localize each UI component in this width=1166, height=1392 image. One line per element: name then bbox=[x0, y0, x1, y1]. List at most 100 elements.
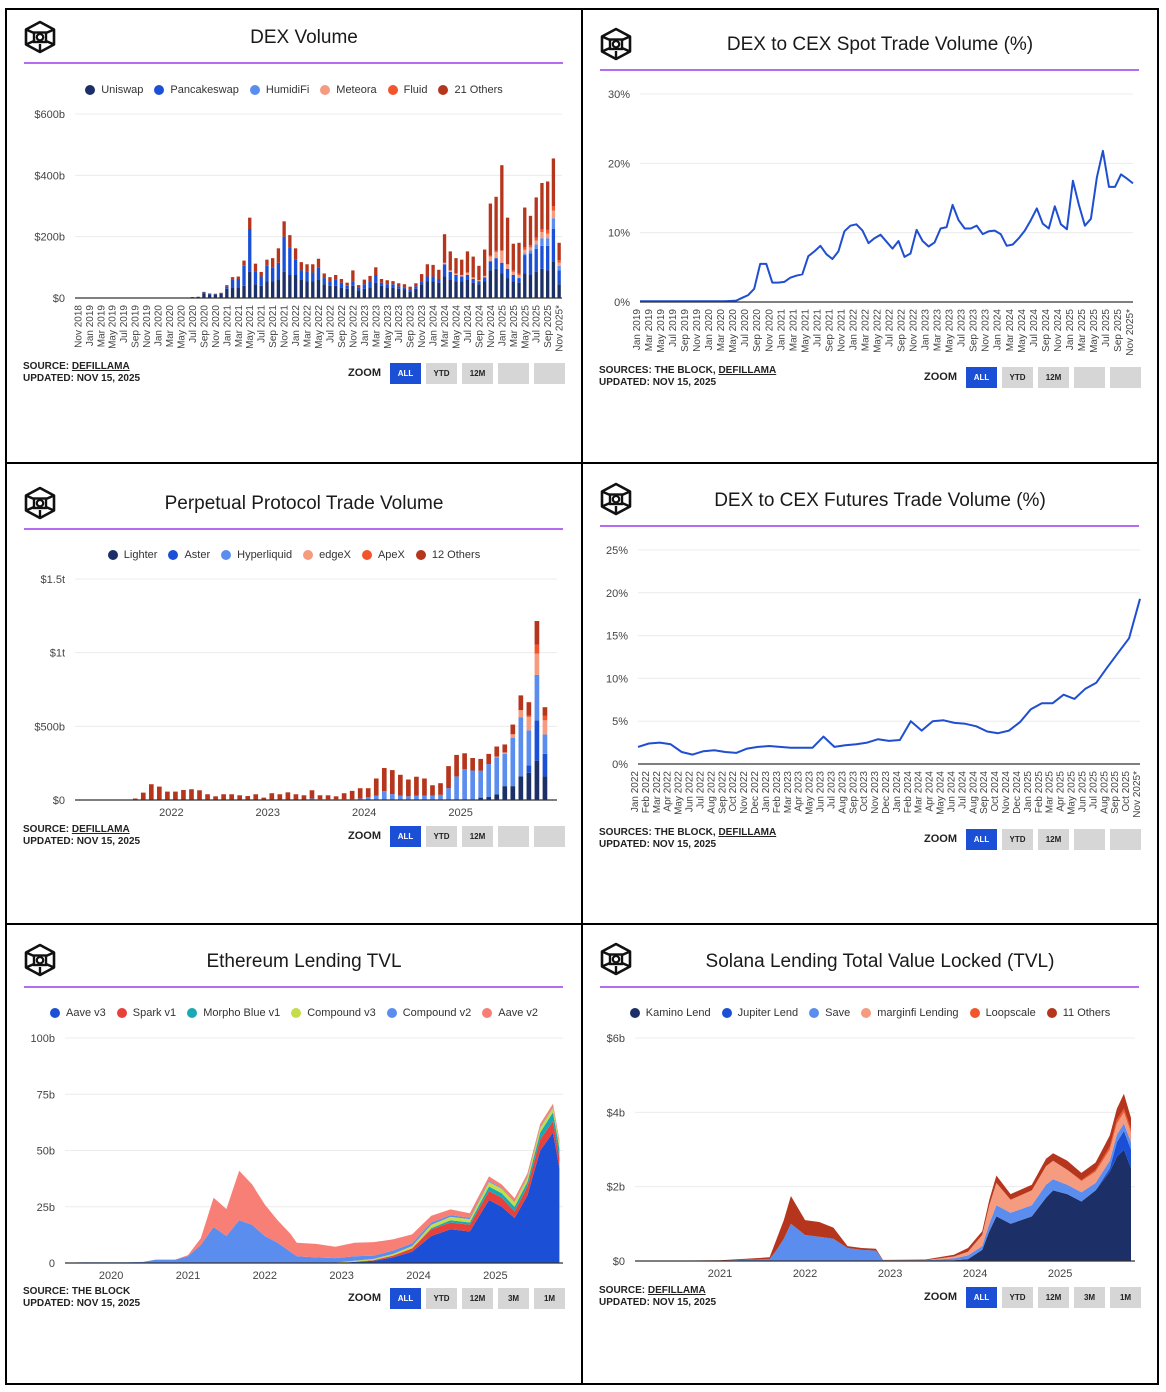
bar-segment[interactable] bbox=[454, 258, 458, 274]
bar-segment[interactable] bbox=[551, 210, 556, 219]
bar-segment[interactable] bbox=[505, 278, 510, 298]
source-link[interactable]: DEFILLAMA bbox=[718, 827, 777, 838]
zoom-button-blank[interactable] bbox=[1110, 828, 1141, 850]
bar-segment[interactable] bbox=[526, 730, 532, 766]
bar-segment[interactable] bbox=[253, 263, 258, 272]
bar-segment[interactable] bbox=[511, 271, 515, 275]
bar-segment[interactable] bbox=[276, 248, 281, 263]
bar-segment[interactable] bbox=[402, 287, 407, 290]
bar-segment[interactable] bbox=[351, 285, 355, 298]
bar-segment[interactable] bbox=[510, 724, 516, 735]
legend-item[interactable]: 21 Others bbox=[438, 83, 503, 97]
bar-segment[interactable] bbox=[269, 793, 275, 800]
bar-segment[interactable] bbox=[245, 796, 251, 800]
legend-item[interactable]: Kamino Lend bbox=[629, 1006, 711, 1020]
zoom-button-blank[interactable] bbox=[534, 825, 565, 847]
bar-segment[interactable] bbox=[518, 717, 524, 777]
bar-segment[interactable] bbox=[471, 278, 475, 283]
zoom-button-ytd[interactable]: YTD bbox=[1002, 828, 1033, 850]
bar-segment[interactable] bbox=[345, 285, 349, 289]
bar-segment[interactable] bbox=[557, 262, 561, 266]
bar-segment[interactable] bbox=[202, 293, 206, 298]
zoom-button-all[interactable]: ALL bbox=[390, 1287, 421, 1309]
legend-item[interactable]: Aster bbox=[168, 548, 210, 562]
zoom-button-blank[interactable] bbox=[1074, 828, 1105, 850]
legend-item[interactable]: Aave v2 bbox=[482, 1006, 538, 1020]
bar-segment[interactable] bbox=[288, 275, 292, 298]
bar-segment[interactable] bbox=[557, 260, 561, 263]
bar-segment[interactable] bbox=[333, 796, 339, 800]
bar-segment[interactable] bbox=[517, 242, 521, 274]
zoom-button-12m[interactable]: 12M bbox=[1038, 828, 1069, 850]
bar-segment[interactable] bbox=[482, 277, 487, 282]
bar-segment[interactable] bbox=[282, 221, 286, 237]
bar-segment[interactable] bbox=[454, 275, 458, 282]
bar-segment[interactable] bbox=[242, 285, 246, 298]
bar-segment[interactable] bbox=[523, 273, 527, 298]
legend-item[interactable]: Meteora bbox=[320, 83, 377, 97]
bar-segment[interactable] bbox=[157, 786, 162, 800]
bar-segment[interactable] bbox=[293, 248, 298, 260]
bar-segment[interactable] bbox=[398, 795, 403, 800]
bar-segment[interactable] bbox=[511, 243, 515, 271]
bar-segment[interactable] bbox=[248, 217, 252, 229]
bar-segment[interactable] bbox=[454, 754, 459, 777]
bar-segment[interactable] bbox=[414, 283, 418, 287]
bar-segment[interactable] bbox=[271, 267, 275, 282]
bar-segment[interactable] bbox=[389, 770, 395, 795]
bar-segment[interactable] bbox=[465, 279, 470, 298]
bar-segment[interactable] bbox=[540, 268, 544, 298]
zoom-button-blank[interactable] bbox=[1074, 366, 1105, 388]
bar-segment[interactable] bbox=[277, 794, 283, 800]
bar-segment[interactable] bbox=[173, 791, 178, 800]
bar-segment[interactable] bbox=[505, 264, 510, 269]
zoom-button-blank[interactable] bbox=[498, 362, 529, 384]
bar-segment[interactable] bbox=[373, 795, 379, 800]
bar-segment[interactable] bbox=[494, 252, 498, 259]
bar-segment[interactable] bbox=[271, 281, 275, 298]
bar-segment[interactable] bbox=[528, 215, 533, 245]
bar-segment[interactable] bbox=[494, 794, 500, 800]
bar-segment[interactable] bbox=[542, 753, 548, 777]
zoom-button-1m[interactable]: 1M bbox=[534, 1287, 565, 1309]
bar-segment[interactable] bbox=[248, 271, 252, 298]
bar-segment[interactable] bbox=[465, 275, 470, 280]
bar-segment[interactable] bbox=[557, 242, 561, 261]
bar-segment[interactable] bbox=[334, 279, 338, 286]
bar-segment[interactable] bbox=[248, 229, 252, 272]
bar-segment[interactable] bbox=[425, 281, 430, 298]
bar-segment[interactable] bbox=[230, 287, 235, 298]
legend-item[interactable]: Uniswap bbox=[85, 83, 143, 97]
bar-segment[interactable] bbox=[460, 276, 464, 282]
legend-item[interactable]: Jupiter Lend bbox=[721, 1006, 798, 1020]
bar-segment[interactable] bbox=[299, 279, 303, 298]
bar-segment[interactable] bbox=[282, 271, 286, 298]
zoom-button-3m[interactable]: 3M bbox=[1074, 1286, 1105, 1308]
bar-segment[interactable] bbox=[356, 290, 361, 298]
legend-item[interactable]: Compound v3 bbox=[291, 1006, 376, 1020]
bar-segment[interactable] bbox=[385, 280, 389, 285]
bar-segment[interactable] bbox=[494, 757, 500, 795]
bar-segment[interactable] bbox=[148, 784, 154, 800]
bar-segment[interactable] bbox=[316, 279, 321, 298]
zoom-button-1m[interactable]: 1M bbox=[1110, 1286, 1141, 1308]
bar-segment[interactable] bbox=[494, 746, 500, 757]
zoom-button-3m[interactable]: 3M bbox=[498, 1287, 529, 1309]
zoom-button-12m[interactable]: 12M bbox=[1038, 366, 1069, 388]
bar-segment[interactable] bbox=[488, 203, 493, 256]
source-link[interactable]: DEFILLAMA bbox=[71, 824, 130, 835]
bar-segment[interactable] bbox=[225, 285, 229, 287]
bar-segment[interactable] bbox=[510, 737, 516, 787]
bar-segment[interactable] bbox=[442, 262, 447, 265]
bar-segment[interactable] bbox=[494, 250, 498, 252]
bar-segment[interactable] bbox=[402, 289, 407, 298]
bar-segment[interactable] bbox=[374, 282, 378, 298]
zoom-button-ytd[interactable]: YTD bbox=[1002, 1286, 1033, 1308]
zoom-button-all[interactable]: ALL bbox=[390, 825, 421, 847]
bar-segment[interactable] bbox=[391, 287, 395, 298]
legend-item[interactable]: Lighter bbox=[107, 548, 157, 562]
bar-segment[interactable] bbox=[528, 275, 533, 298]
bar-segment[interactable] bbox=[482, 281, 487, 298]
bar-segment[interactable] bbox=[471, 256, 475, 278]
legend-item[interactable]: Hyperliquid bbox=[221, 548, 292, 562]
